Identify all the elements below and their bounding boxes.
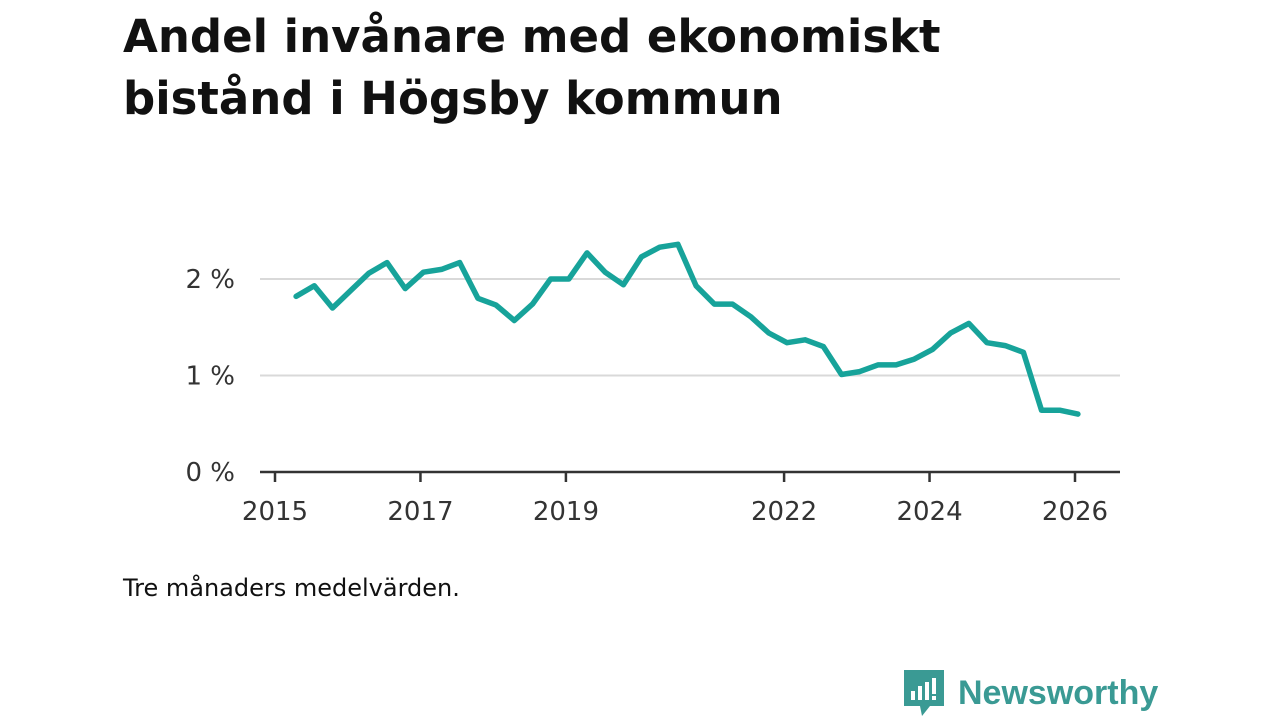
brand-logo: Newsworthy [902,668,1158,718]
x-tick-label: 2017 [387,497,453,527]
y-tick-label: 1 % [185,362,235,392]
x-tick-label: 2022 [751,497,817,527]
x-axis-labels: 2015 2017 2019 2022 2024 2026 [242,497,1108,527]
series-layer [293,241,1081,417]
newsworthy-logo-icon [904,670,944,716]
chart-note: Tre månaders medelvärden. [123,574,460,602]
x-tick-label: 2026 [1042,497,1108,527]
y-tick-label: 0 % [185,458,235,488]
x-tick-label: 2019 [533,497,599,527]
brand-name: Newsworthy [958,673,1159,712]
x-axis [260,470,1120,482]
y-axis-labels: 0 % 1 % 2 % [185,265,235,488]
x-tick-label: 2024 [896,497,962,527]
y-tick-label: 2 % [185,265,235,295]
grid-lines [260,278,1120,377]
series-line-0 [293,241,1081,417]
chart-title: Andel invånare med ekonomiskt bistånd i … [123,10,941,125]
x-tick-label: 2015 [242,497,308,527]
